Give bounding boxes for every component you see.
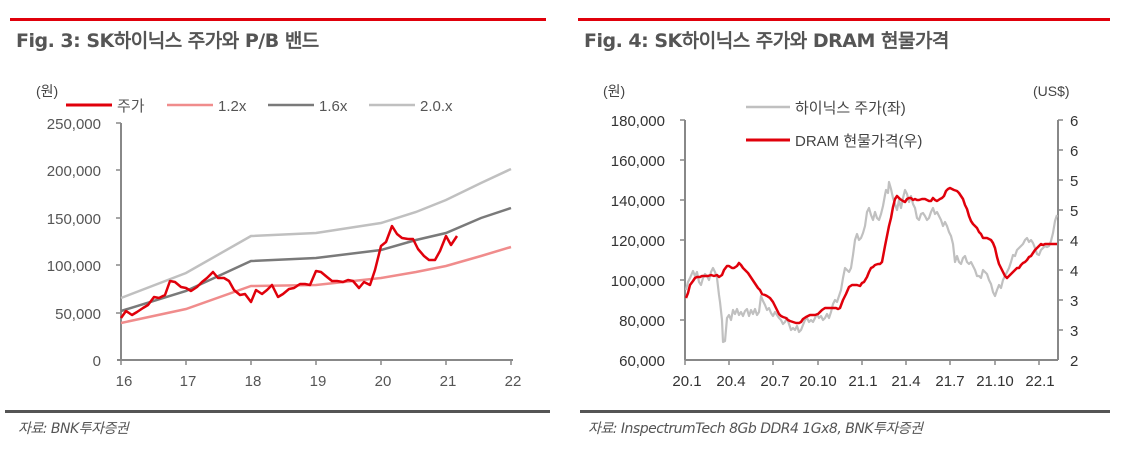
- svg-text:2: 2: [1070, 353, 1078, 370]
- band-1-2x: [120, 245, 512, 325]
- legend-2-0x: 2.0.x: [420, 98, 453, 115]
- right-source-note: 자료: InspectrumTech 8Gb DDR4 1Gx8, BNK투자증…: [588, 421, 923, 437]
- svg-text:50,000: 50,000: [55, 306, 101, 323]
- left-y-ticks: 250,000 200,000 150,000 100,000 50,000 0: [47, 116, 101, 370]
- svg-text:5: 5: [1070, 203, 1078, 220]
- svg-text:100,000: 100,000: [611, 273, 665, 290]
- svg-text:19: 19: [310, 373, 327, 390]
- svg-text:21.1: 21.1: [848, 373, 877, 390]
- svg-text:180,000: 180,000: [611, 113, 665, 130]
- left-chart-title: Fig. 3: SK하이닉스 주가와 P/B 밴드: [16, 30, 319, 52]
- right-y-unit-right: (US$): [1033, 83, 1070, 99]
- svg-text:20.4: 20.4: [716, 373, 745, 390]
- band-1-6x: [120, 206, 512, 313]
- left-chart: (원) 주가 1.2x 1.6x 2.0.x 250,000 200,000 1…: [36, 83, 521, 390]
- svg-text:140,000: 140,000: [611, 193, 665, 210]
- left-x-ticks: 16 17 18 19 20 21 22: [116, 373, 522, 390]
- left-y-unit: (원): [36, 83, 58, 99]
- right-chart-title: Fig. 4: SK하이닉스 주가와 DRAM 현물가격: [584, 30, 949, 52]
- svg-text:6: 6: [1070, 143, 1078, 160]
- svg-text:21.7: 21.7: [935, 373, 964, 390]
- svg-text:80,000: 80,000: [619, 313, 665, 330]
- svg-text:20.10: 20.10: [799, 373, 837, 390]
- svg-text:3: 3: [1070, 293, 1078, 310]
- svg-text:250,000: 250,000: [47, 116, 101, 133]
- left-title-rule: [10, 18, 546, 21]
- hynix-price-line: [684, 180, 1059, 344]
- svg-text:22: 22: [505, 373, 522, 390]
- svg-text:20.1: 20.1: [672, 373, 701, 390]
- svg-text:20.7: 20.7: [760, 373, 789, 390]
- left-source-note: 자료: BNK투자증권: [18, 421, 129, 437]
- svg-text:4: 4: [1070, 263, 1078, 280]
- right-left-y-ticks: 180,000 160,000 140,000 120,000 100,000 …: [611, 113, 665, 370]
- legend-hynix-price: 하이닉스 주가(좌): [795, 100, 906, 117]
- svg-text:20: 20: [375, 373, 392, 390]
- svg-text:3: 3: [1070, 323, 1078, 340]
- legend-dram-spot: DRAM 현물가격(우): [795, 133, 922, 150]
- svg-text:17: 17: [180, 373, 197, 390]
- right-title-rule: [578, 18, 1110, 21]
- left-legend: 주가 1.2x 1.6x 2.0.x: [66, 98, 453, 115]
- svg-text:22.1: 22.1: [1025, 373, 1054, 390]
- legend-1-2x: 1.2x: [218, 98, 247, 115]
- band-2-0x: [120, 167, 512, 300]
- legend-price: 주가: [117, 98, 145, 115]
- svg-text:21: 21: [440, 373, 457, 390]
- svg-text:120,000: 120,000: [611, 233, 665, 250]
- svg-text:21.4: 21.4: [891, 373, 920, 390]
- svg-text:0: 0: [93, 353, 101, 370]
- svg-text:21.10: 21.10: [976, 373, 1014, 390]
- svg-text:18: 18: [245, 373, 262, 390]
- svg-text:100,000: 100,000: [47, 258, 101, 275]
- dram-spot-line: [684, 186, 1057, 325]
- right-legend: 하이닉스 주가(좌) DRAM 현물가격(우): [746, 100, 922, 150]
- svg-text:150,000: 150,000: [47, 211, 101, 228]
- svg-text:5: 5: [1070, 173, 1078, 190]
- svg-text:200,000: 200,000: [47, 163, 101, 180]
- price-line: [119, 224, 459, 319]
- right-chart: (원) (US$) 하이닉스 주가(좌) DRAM 현물가격(우) 180,00…: [603, 83, 1078, 390]
- legend-1-6x: 1.6x: [319, 98, 348, 115]
- svg-text:60,000: 60,000: [619, 353, 665, 370]
- svg-text:16: 16: [116, 373, 133, 390]
- right-source-rule: [580, 410, 1110, 413]
- right-y-unit-left: (원): [603, 83, 625, 99]
- svg-text:4: 4: [1070, 233, 1078, 250]
- svg-text:160,000: 160,000: [611, 153, 665, 170]
- right-x-ticks: 20.1 20.4 20.7 20.10 21.1 21.4 21.7 21.1…: [672, 373, 1054, 390]
- right-right-y-ticks: 6 6 5 5 4 4 3 3 2: [1070, 113, 1078, 370]
- svg-text:6: 6: [1070, 113, 1078, 130]
